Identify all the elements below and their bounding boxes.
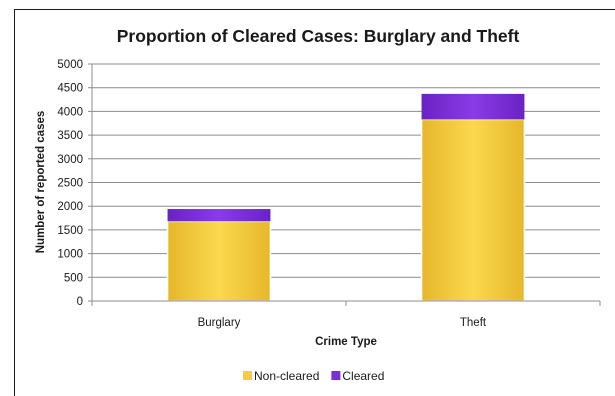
y-tick-label: 5000 <box>57 59 83 71</box>
y-tick-label: 4500 <box>57 83 83 95</box>
chart-title: Proportion of Cleared Cases: Burglary an… <box>117 26 520 46</box>
y-tick-label: 3000 <box>57 154 83 166</box>
x-axis-label: Crime Type <box>315 336 377 348</box>
y-axis-ticks: 0 500 1000 1500 2000 2500 3000 3500 4000 4500 5000 <box>57 59 92 308</box>
y-tick-label: 1000 <box>57 249 83 261</box>
bar-cleared-burglary <box>167 209 271 222</box>
legend: Non-cleared Cleared <box>243 369 384 383</box>
bar-non-cleared-theft <box>420 118 526 302</box>
legend-label: Non-cleared <box>254 369 319 383</box>
y-tick-label: 1500 <box>57 225 83 237</box>
bar-cleared-theft <box>421 93 525 120</box>
legend-swatch-non-cleared <box>243 371 252 380</box>
legend-label: Cleared <box>342 369 384 383</box>
x-tick-label: Theft <box>460 317 487 329</box>
x-axis-ticks: Burglary Theft <box>91 301 601 329</box>
y-tick-label: 500 <box>64 272 83 284</box>
y-tick-label: 3500 <box>57 130 83 142</box>
legend-swatch-cleared <box>331 371 341 380</box>
y-tick-label: 2000 <box>57 201 83 213</box>
x-tick-label: Burglary <box>198 317 241 329</box>
y-tick-label: 4000 <box>57 106 83 118</box>
y-tick-label: 2500 <box>57 178 83 190</box>
bar-non-cleared-burglary <box>166 220 272 302</box>
y-tick-label: 0 <box>77 296 83 308</box>
y-axis-label: Number of reported cases <box>35 111 47 254</box>
bars <box>166 93 526 302</box>
